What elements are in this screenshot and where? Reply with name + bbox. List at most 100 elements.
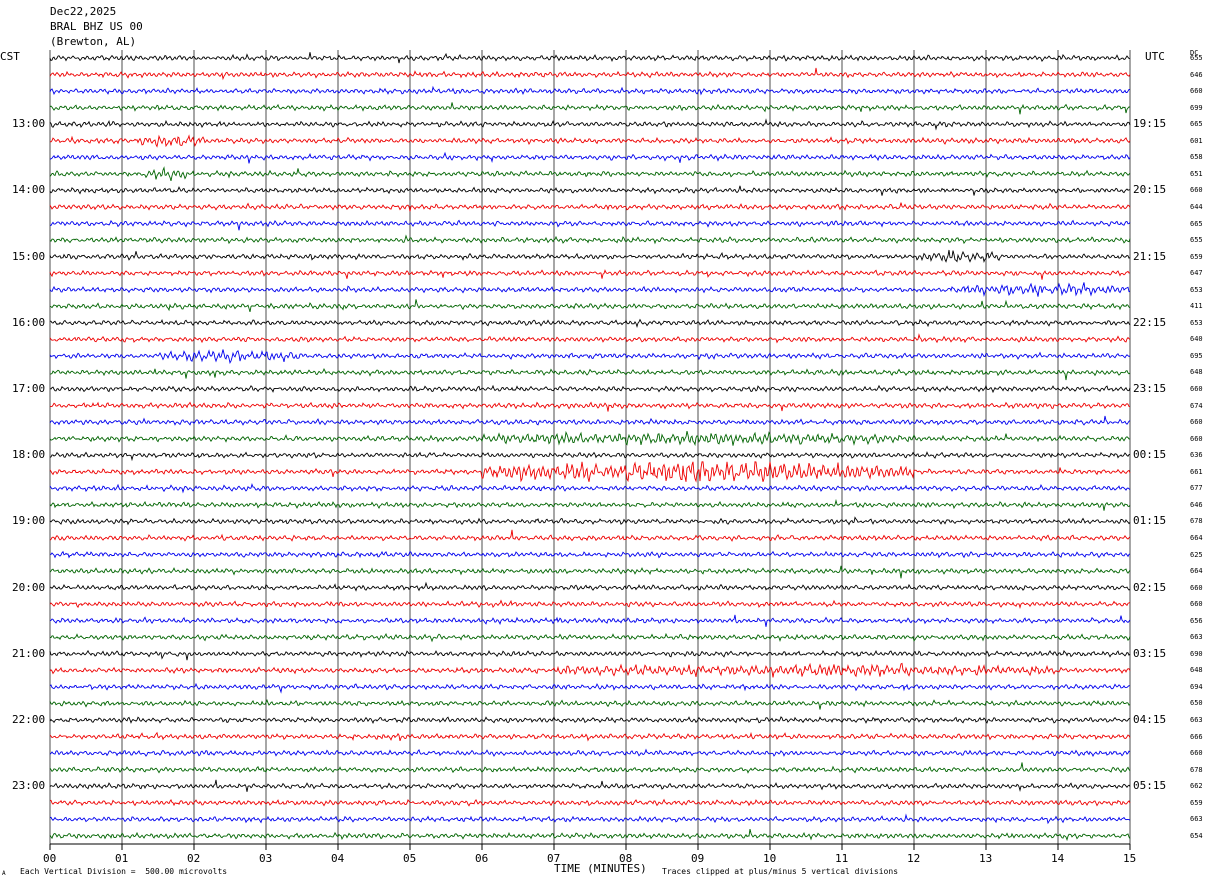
seismic-trace-34 — [49, 614, 1131, 627]
seismic-trace-12 — [49, 249, 1131, 263]
seismic-trace-20 — [49, 384, 1131, 394]
dc-offset-value: 661 — [1190, 467, 1203, 476]
seismic-trace-47 — [49, 828, 1131, 842]
dc-offset-value: 660 — [1190, 434, 1203, 443]
x-tick-label: 05 — [403, 852, 417, 865]
dc-offset-value: 646 — [1190, 70, 1203, 79]
seismic-trace-42 — [49, 748, 1131, 758]
seismic-trace-30 — [49, 550, 1131, 559]
dc-offset-value: 636 — [1190, 451, 1203, 460]
plot-date: Dec22,2025 — [50, 5, 117, 18]
trace-layer — [49, 52, 1131, 842]
seismic-trace-4 — [49, 118, 1131, 131]
x-tick-label: 10 — [763, 852, 777, 865]
seismic-trace-40 — [49, 716, 1131, 724]
seismic-trace-3 — [49, 102, 1131, 115]
right-hour-label: 03:15 — [1133, 646, 1167, 660]
left-hour-label: 22:00 — [12, 713, 46, 726]
dc-offset-value: 653 — [1190, 318, 1203, 327]
seismic-trace-0 — [49, 52, 1131, 64]
right-hour-label: 22:15 — [1133, 315, 1167, 329]
left-hour-label: 15:00 — [12, 249, 46, 263]
seismic-trace-11 — [49, 234, 1131, 245]
dc-offset-value: 677 — [1190, 484, 1203, 493]
seismic-trace-14 — [49, 282, 1131, 297]
dc-offset-value: 411 — [1190, 302, 1203, 311]
dc-offset-value: 654 — [1190, 831, 1203, 840]
x-tick-label: 03 — [259, 852, 273, 865]
seismic-trace-36 — [49, 649, 1131, 661]
dc-offset-value: 660 — [1190, 583, 1203, 592]
dc-offset-value: 648 — [1190, 666, 1203, 675]
seismic-trace-45 — [49, 798, 1131, 807]
seismic-trace-38 — [49, 682, 1131, 694]
dc-offset-value: 695 — [1190, 351, 1203, 360]
seismic-trace-8 — [49, 185, 1131, 196]
right-hour-label: 21:15 — [1133, 249, 1167, 263]
seismic-trace-43 — [49, 762, 1131, 774]
dc-offset-value: 650 — [1190, 699, 1203, 708]
dc-offset-header: DC — [1190, 49, 1199, 57]
dc-offset-value: 678 — [1190, 517, 1203, 526]
seismic-trace-23 — [49, 430, 1131, 447]
dc-offset-value: 658 — [1190, 153, 1203, 162]
seismic-trace-18 — [49, 349, 1131, 365]
seismic-trace-26 — [49, 482, 1131, 494]
x-tick-label: 02 — [187, 852, 201, 865]
dc-offset-value: 665 — [1190, 120, 1203, 129]
left-hour-label: 13:00 — [12, 117, 46, 131]
x-tick-label: 12 — [907, 852, 921, 865]
seismic-trace-7 — [49, 166, 1131, 182]
x-tick-label: 15 — [1123, 852, 1137, 865]
seismic-trace-35 — [49, 632, 1131, 643]
dc-offset-value: 656 — [1190, 616, 1203, 625]
dc-offset-value: 651 — [1190, 169, 1203, 178]
seismic-trace-25 — [49, 461, 1131, 483]
dc-offset-value: 653 — [1190, 285, 1203, 294]
dc-offset-value: 660 — [1190, 186, 1203, 195]
x-tick-label: 11 — [835, 852, 849, 865]
seismic-trace-1 — [49, 67, 1131, 81]
dc-offset-value: 644 — [1190, 202, 1203, 211]
seismic-trace-17 — [49, 333, 1131, 344]
x-axis-label: TIME (MINUTES) — [554, 862, 647, 875]
dc-offset-value: 646 — [1190, 500, 1203, 509]
dc-offset-value: 664 — [1190, 533, 1203, 542]
right-hour-label: 02:15 — [1133, 580, 1167, 594]
seismic-trace-22 — [49, 415, 1131, 426]
x-tick-label: 08 — [619, 852, 633, 865]
dc-offset-value: 699 — [1190, 103, 1203, 112]
seismic-trace-29 — [49, 529, 1131, 542]
seismic-trace-37 — [49, 662, 1131, 678]
x-tick-label: 04 — [331, 852, 345, 865]
right-hour-label: 23:15 — [1133, 382, 1167, 395]
seismic-trace-16 — [49, 318, 1131, 329]
dc-offset-value: 640 — [1190, 335, 1203, 344]
dc-offset-value: 660 — [1190, 385, 1203, 393]
left-timezone-label: CST — [0, 50, 20, 63]
dc-offset-value: 662 — [1190, 782, 1203, 791]
dc-offset-value: 660 — [1190, 418, 1203, 427]
dc-offset-value: 690 — [1190, 649, 1203, 658]
dc-offset-value: 660 — [1190, 600, 1203, 609]
seismic-trace-6 — [49, 151, 1131, 164]
dc-offset-value: 655 — [1190, 54, 1203, 62]
seismic-trace-10 — [49, 219, 1131, 231]
seismic-trace-44 — [49, 779, 1131, 792]
seismic-trace-5 — [49, 134, 1131, 148]
right-hour-label: 00:15 — [1133, 448, 1167, 462]
seismic-trace-39 — [49, 699, 1131, 710]
right-timezone-label: UTC — [1145, 50, 1165, 63]
left-hour-label: 16:00 — [12, 315, 46, 329]
seismic-trace-31 — [49, 565, 1131, 579]
right-hour-label: 01:15 — [1133, 514, 1167, 528]
left-hour-label: 21:00 — [12, 646, 46, 660]
left-hour-label: 23:00 — [12, 779, 46, 793]
dc-offset-value: 660 — [1190, 87, 1203, 96]
dc-offset-value: 664 — [1190, 567, 1203, 576]
dc-offset-value: 674 — [1190, 401, 1203, 410]
dc-offset-value: 659 — [1190, 798, 1203, 807]
x-tick-label: 09 — [691, 852, 705, 865]
clip-note: Traces clipped at plus/minus 5 vertical … — [662, 867, 899, 876]
seismic-trace-15 — [49, 299, 1131, 313]
